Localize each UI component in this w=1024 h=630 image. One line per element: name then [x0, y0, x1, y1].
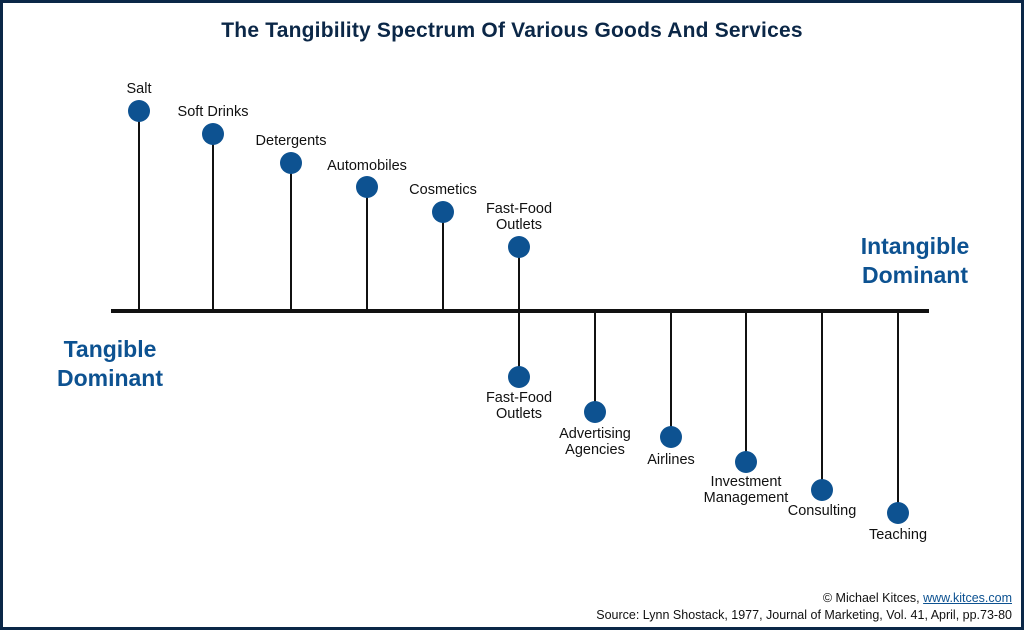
intangible-item-label: Advertising Agencies [559, 426, 631, 458]
intangible-item-dot [584, 401, 606, 423]
intangible-item-dot [811, 479, 833, 501]
tangible-item-label: Fast-Food Outlets [486, 201, 552, 233]
intangible-item-label: Consulting [788, 503, 857, 519]
intangible-item-label-line: Advertising [559, 426, 631, 442]
intangible-item-label-line: Consulting [787, 503, 857, 519]
intangible-item-label: Investment Management [704, 474, 789, 506]
intangible-item-dot [887, 502, 909, 524]
kitces-link[interactable]: www.kitces.com [923, 591, 1012, 605]
intangible-item-label-line: Airlines [647, 452, 695, 468]
tangible-item-label: Soft Drinks [178, 104, 249, 120]
intangible-item-dot [508, 366, 530, 388]
intangible-item-label-line: Teaching [868, 527, 928, 543]
intangible-item-label-line: Management [703, 490, 789, 506]
intangible-item-label: Fast-Food Outlets [486, 390, 552, 422]
tangible-item-label-line: Soft Drinks [177, 104, 249, 120]
tangible-item-label-line: Salt [126, 81, 152, 97]
tangible-item-dot [432, 201, 454, 223]
intangible-item-label-line: Investment [710, 474, 782, 490]
tangible-item-label: Salt [127, 81, 152, 97]
tangible-item-label: Detergents [256, 133, 327, 149]
intangible-item-label-line: Outlets [496, 406, 542, 422]
source-line: Source: Lynn Shostack, 1977, Journal of … [596, 608, 1012, 622]
tangible-dominant-label: Tangible Dominant [40, 335, 180, 393]
tangible-item-dot [356, 176, 378, 198]
intangible-dominant-label: Intangible Dominant [845, 232, 985, 290]
intangible-item-dot [735, 451, 757, 473]
tangible-item-label: Automobiles [327, 158, 407, 174]
tangible-item-dot [508, 236, 530, 258]
tangible-item-dot [202, 123, 224, 145]
tangible-label-line-1: Tangible [63, 336, 157, 362]
tangible-item-label-line: Fast-Food [485, 201, 553, 217]
tangible-item-dot [128, 100, 150, 122]
intangible-item-label: Teaching [869, 527, 927, 543]
tangible-item-label-line: Detergents [255, 133, 327, 149]
intangible-label-line-2: Dominant [861, 262, 969, 288]
diagram-title: The Tangibility Spectrum Of Various Good… [221, 19, 803, 42]
tangible-item-label: Cosmetics [409, 182, 477, 198]
tangible-label-line-2: Dominant [56, 365, 164, 391]
tangible-item-label-line: Automobiles [327, 158, 407, 174]
intangible-item-dot [660, 426, 682, 448]
tangible-item-label-line: Cosmetics [409, 182, 477, 198]
intangible-item-label-line: Fast-Food [485, 390, 553, 406]
tangible-item-dot [280, 152, 302, 174]
intangible-item-label-line: Agencies [565, 442, 625, 458]
tangible-item-label-line: Outlets [496, 217, 542, 233]
copyright-line: © Michael Kitces, www.kitces.com [823, 591, 1012, 605]
intangible-label-line-1: Intangible [860, 233, 970, 259]
intangible-item-label: Airlines [647, 452, 695, 468]
copyright-text: © Michael Kitces, [822, 591, 924, 605]
